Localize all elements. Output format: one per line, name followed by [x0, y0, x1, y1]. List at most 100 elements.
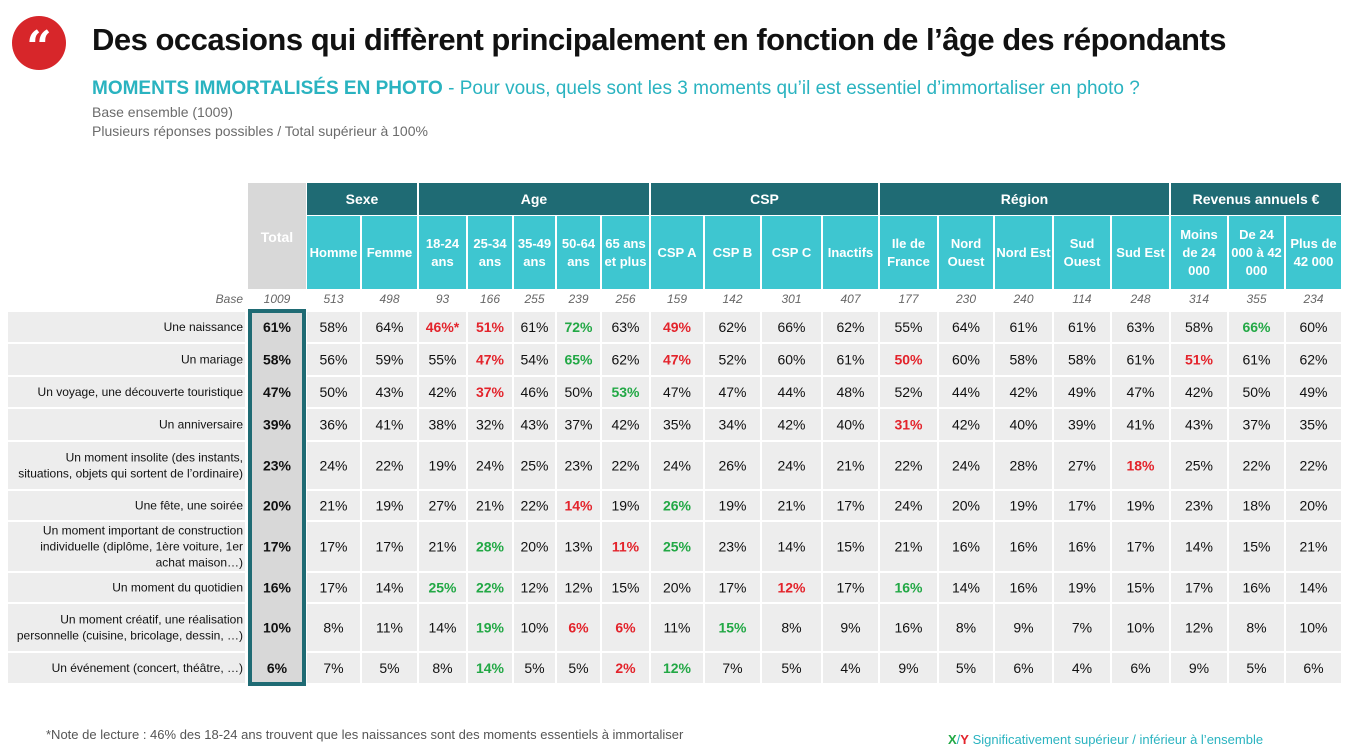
cell-value: 41%	[1126, 417, 1154, 433]
data-cell	[1054, 491, 1110, 520]
data-cell	[514, 442, 555, 489]
data-cell	[468, 377, 512, 407]
sub-header-label: Plus de	[1290, 236, 1336, 251]
group-header-5	[1171, 183, 1341, 215]
sub-header-label: Nord Est	[996, 245, 1051, 260]
cell-value: 17%	[836, 498, 864, 514]
data-cell	[823, 522, 878, 571]
cell-value: 49%	[663, 319, 692, 335]
data-cell	[514, 312, 555, 342]
cell-value: 46%*	[426, 319, 460, 335]
row-label: Un voyage, une découverte touristique	[38, 385, 244, 399]
cell-value: 10%	[1299, 620, 1327, 636]
data-cell	[762, 653, 821, 683]
data-cell	[1229, 442, 1284, 489]
sub-header-cell	[307, 216, 360, 289]
cell-value: 12%	[1185, 620, 1213, 636]
cell-value: 26%	[718, 458, 746, 474]
cell-value: 12%	[663, 660, 692, 676]
cell-value: 21%	[428, 539, 456, 555]
data-cell	[880, 377, 937, 407]
data-cell	[362, 491, 417, 520]
cell-value: 16%	[894, 620, 922, 636]
cell-value: 16%	[952, 539, 980, 555]
cell-value: 16%	[1068, 539, 1096, 555]
cell-value: 62%	[836, 319, 864, 335]
base-count: 248	[1129, 292, 1150, 306]
data-cell	[995, 491, 1052, 520]
cell-value: 25%	[428, 580, 457, 596]
data-cell	[307, 377, 360, 407]
cell-value: 51%	[476, 319, 505, 335]
sub-header-cell	[419, 216, 466, 289]
cell-value: 61%	[1242, 352, 1270, 368]
cell-value: 5%	[568, 660, 588, 676]
data-cell	[995, 573, 1052, 602]
data-cell	[419, 344, 466, 375]
data-cell	[307, 409, 360, 440]
row-label: Un événement (concert, théâtre, …)	[52, 661, 243, 675]
data-cell	[880, 312, 937, 342]
data-cell	[705, 573, 760, 602]
row-label-cell	[8, 312, 245, 342]
reading-note: *Note de lecture : 46% des 18-24 ans tro…	[46, 727, 684, 742]
data-cell	[823, 377, 878, 407]
base-row-label: Base	[216, 292, 244, 306]
data-cell	[1171, 409, 1227, 440]
cell-value: 41%	[375, 417, 403, 433]
data-cell	[557, 604, 600, 651]
cell-value: 48%	[836, 384, 864, 400]
data-cell	[880, 573, 937, 602]
cell-value: 60%	[1299, 319, 1327, 335]
data-cell	[705, 344, 760, 375]
data-cell	[1286, 491, 1341, 520]
total-value: 39%	[263, 417, 292, 433]
legend-up-marker: X	[948, 732, 957, 747]
data-cell	[1054, 573, 1110, 602]
total-value: 58%	[263, 352, 292, 368]
base-count: 177	[898, 292, 919, 306]
total-value: 6%	[267, 660, 288, 676]
data-cell	[468, 604, 512, 651]
cell-value: 9%	[898, 660, 918, 676]
page-title: Des occasions qui diffèrent principaleme…	[92, 22, 1227, 57]
data-cell	[362, 653, 417, 683]
data-cell	[468, 312, 512, 342]
cell-value: 22%	[375, 458, 403, 474]
row-label: Un moment du quotidien	[112, 581, 243, 595]
data-cell	[762, 573, 821, 602]
data-cell	[651, 522, 703, 571]
cell-value: 61%	[1126, 352, 1154, 368]
cell-value: 11%	[376, 620, 403, 636]
cell-value: 60%	[952, 352, 980, 368]
data-cell	[880, 491, 937, 520]
cell-value: 42%	[428, 384, 456, 400]
cell-value: 37%	[476, 384, 505, 400]
data-cell	[362, 344, 417, 375]
total-value: 16%	[263, 580, 292, 596]
data-cell	[995, 377, 1052, 407]
cell-value: 63%	[611, 319, 639, 335]
cell-value: 61%	[836, 352, 864, 368]
cell-value: 7%	[323, 660, 343, 676]
data-cell	[557, 344, 600, 375]
cell-value: 47%	[718, 384, 746, 400]
base-count: 1009	[264, 292, 291, 306]
total-value: 23%	[263, 458, 292, 474]
row-label-cell	[8, 573, 245, 602]
data-cell	[557, 573, 600, 602]
total-header-label: Total	[261, 229, 293, 245]
cell-value: 50%	[564, 384, 592, 400]
sub-header-label: Homme	[310, 245, 358, 260]
total-cell	[248, 490, 306, 521]
sub-header-label: Sud	[1070, 236, 1095, 251]
cell-value: 15%	[611, 580, 639, 596]
cell-value: 5%	[781, 660, 801, 676]
cell-value: 64%	[375, 319, 403, 335]
data-cell	[705, 522, 760, 571]
row-label: Une naissance	[164, 320, 244, 334]
data-cell	[602, 442, 649, 489]
cell-value: 35%	[663, 417, 691, 433]
base-count: 355	[1246, 292, 1266, 306]
data-cell	[1171, 344, 1227, 375]
